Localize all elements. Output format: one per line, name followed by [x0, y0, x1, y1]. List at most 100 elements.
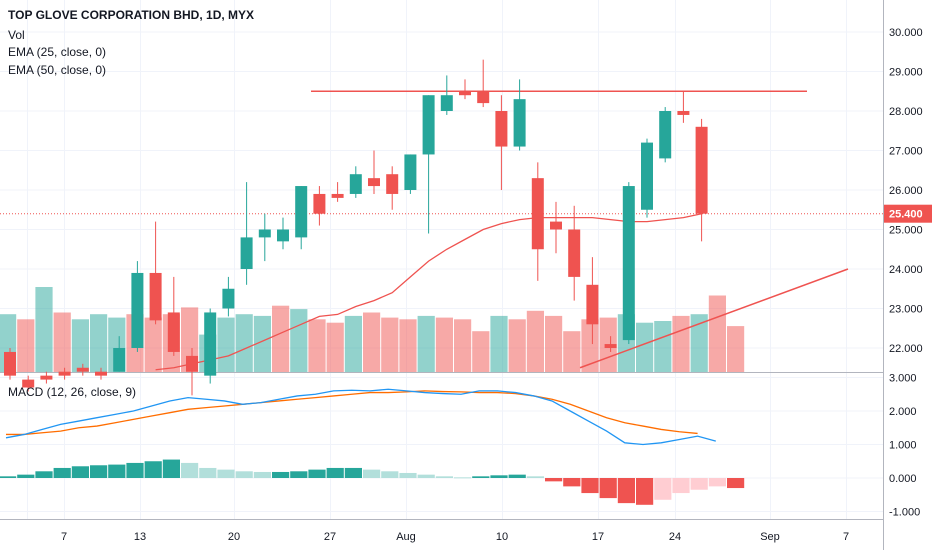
ema-lines [155, 213, 849, 371]
volume-bar [581, 319, 599, 372]
candle-body [4, 351, 16, 376]
macd-histogram-bar [17, 474, 35, 478]
candle-body [40, 375, 53, 380]
time-tick-label: 20 [228, 531, 240, 543]
volume-bar [17, 319, 35, 372]
macd-tick-label: -1.000 [889, 507, 920, 519]
candle-body [222, 288, 235, 309]
candle-body [568, 229, 581, 277]
ema50-line [579, 268, 849, 369]
volume-bar [290, 309, 308, 372]
candle-body [531, 178, 544, 250]
macd-histogram-bar [126, 462, 144, 478]
candle-body [440, 95, 453, 111]
candle-body [277, 229, 289, 242]
volume-bar [363, 312, 381, 372]
volume-bar [672, 315, 690, 372]
volume-bar [90, 314, 108, 372]
legend-ema25[interactable]: EMA (25, close, 0) [8, 45, 107, 59]
volume-bar [417, 315, 435, 372]
volume-bar [181, 307, 199, 372]
candle-body [295, 186, 308, 238]
candle-body [58, 371, 71, 376]
volume-bar [708, 295, 726, 372]
macd-tick-label: 2.000 [889, 406, 917, 418]
candle-body [477, 91, 490, 104]
macd-histogram-bar [654, 478, 672, 500]
legend-vol[interactable]: Vol [8, 28, 25, 42]
candle-body [695, 126, 708, 214]
candle-body [258, 229, 271, 238]
macd-histogram-bar [0, 476, 17, 478]
macd-histogram-bar [636, 478, 654, 505]
macd-histogram-bar [454, 477, 472, 479]
macd-histogram-bar [508, 474, 526, 478]
macd-histogram-bar [708, 478, 726, 487]
macd-histogram-bar [727, 478, 745, 489]
price-tick-label: 29.000 [889, 67, 923, 79]
macd-line [5, 388, 716, 446]
macd-histogram-bar [381, 471, 399, 478]
legend-macd[interactable]: MACD (12, 26, close, 9) [8, 385, 137, 399]
price-tick-label: 24.000 [889, 264, 923, 276]
chart-title: TOP GLOVE CORPORATION BHD, 1D, MYX [8, 8, 255, 22]
price-axis[interactable]: 22.000 23.000 24.000 25.000 26.000 27.000 28.0… [889, 27, 923, 519]
volume-bar [563, 331, 581, 372]
volume-bar [217, 317, 235, 372]
macd-histogram-bar [90, 465, 108, 478]
signal-line [6, 390, 698, 436]
macd-histogram-bar [399, 472, 417, 478]
macd-histogram-bar [308, 469, 326, 478]
price-tick-label: 30.000 [889, 27, 923, 39]
last-price-tag-text: 25.400 [889, 209, 923, 221]
candle-body [422, 95, 435, 155]
macd-histogram-bar [144, 461, 162, 478]
candle-body [495, 111, 508, 147]
macd-histogram-bar [53, 467, 71, 478]
volume-bar [654, 321, 672, 372]
volume-bar [35, 287, 53, 372]
volume-bar [526, 310, 544, 372]
candle-body [313, 193, 326, 214]
macd-histogram-bar [217, 469, 235, 478]
candle-body [240, 237, 253, 269]
candle-body [586, 284, 599, 325]
time-tick-label: Sep [760, 531, 780, 543]
macd-histogram-bar [417, 474, 435, 478]
macd-histogram-bar [253, 471, 271, 478]
macd-histogram-bar [599, 478, 617, 499]
candle-body [513, 99, 526, 147]
candle-body [131, 272, 144, 348]
macd-histogram-bar [526, 476, 544, 478]
macd-histogram-bar [581, 478, 599, 494]
candle-body [167, 312, 180, 352]
macd-histogram-bar [545, 478, 563, 482]
price-tick-label: 25.000 [889, 225, 923, 237]
candle-body [331, 193, 344, 198]
macd-histogram-bar [344, 467, 362, 478]
macd-histogram-bar [35, 471, 53, 478]
macd-tick-label: 3.000 [889, 373, 917, 385]
ema25-line [155, 213, 702, 371]
volume-bar [308, 319, 326, 372]
volume-bar [326, 322, 344, 372]
volume-bar [545, 315, 563, 372]
macd-histogram-bar [272, 471, 290, 478]
macd-histogram-bar [435, 476, 453, 478]
volume-bars [0, 287, 745, 372]
macd-lines [5, 388, 716, 446]
legend-ema50[interactable]: EMA (50, close, 0) [8, 63, 107, 77]
candle-body [386, 174, 399, 194]
candle-body [76, 367, 89, 372]
macd-histogram-bar [71, 466, 89, 478]
volume-bar [435, 317, 453, 372]
volume-bar [235, 314, 253, 372]
time-axis[interactable]: 7 13 20 27 Aug 10 17 24 Sep 7 [61, 531, 849, 543]
macd-histogram-bar [563, 478, 581, 487]
candle-body [550, 221, 562, 230]
volume-bar [344, 315, 362, 372]
candle-body [622, 186, 635, 341]
price-tick-label: 28.000 [889, 106, 923, 118]
candle-body [641, 142, 653, 210]
